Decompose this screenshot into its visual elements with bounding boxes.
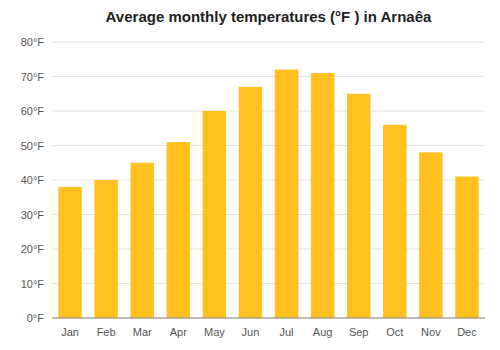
bar [167, 142, 190, 318]
x-tick-label: Jan [61, 326, 79, 338]
x-tick-label: Aug [313, 326, 333, 338]
bar [130, 163, 153, 318]
bar [347, 94, 370, 318]
chart-title: Average monthly temperatures (°F ) in Ar… [106, 8, 432, 25]
y-tick-label: 50°F [21, 140, 45, 152]
bar [275, 70, 298, 318]
x-tick-label: May [204, 326, 225, 338]
bar [383, 125, 406, 318]
x-tick-label: Oct [386, 326, 403, 338]
x-axis: Jan Feb Mar Apr May Jun Jul Aug Sep Oct Nov Dec [61, 326, 477, 338]
x-tick-label: Feb [97, 326, 116, 338]
y-tick-label: 40°F [21, 174, 45, 186]
y-tick-label: 60°F [21, 105, 45, 117]
x-tick-label: Nov [421, 326, 441, 338]
bar [239, 87, 262, 318]
grid-line [52, 42, 485, 43]
chart-container: Average monthly temperatures (°F ) in Ar… [0, 0, 500, 350]
x-axis-line [52, 318, 485, 319]
bar [203, 111, 226, 318]
y-axis: 0°F 10°F 20°F 30°F 40°F 50°F 60°F 70°F 80°F [21, 36, 485, 324]
y-tick-label: 80°F [21, 36, 45, 48]
bar [311, 73, 334, 318]
y-tick-label: 30°F [21, 209, 45, 221]
bar [455, 177, 478, 318]
x-tick-label: Jul [280, 326, 294, 338]
grid-line [52, 318, 485, 319]
bars [58, 70, 478, 318]
chart-svg: Average monthly temperatures (°F ) in Ar… [0, 0, 500, 350]
grid-line [52, 111, 485, 112]
x-tick-label: Jun [242, 326, 260, 338]
x-tick-label: Dec [457, 326, 477, 338]
bar [58, 187, 81, 318]
x-tick-label: Apr [170, 326, 187, 338]
x-tick-label: Mar [133, 326, 152, 338]
y-tick-label: 0°F [27, 312, 45, 324]
bar [94, 180, 117, 318]
y-tick-label: 70°F [21, 71, 45, 83]
y-tick-label: 10°F [21, 278, 45, 290]
bar [419, 152, 442, 318]
grid-line [52, 76, 485, 77]
y-tick-label: 20°F [21, 243, 45, 255]
grid-line [52, 145, 485, 146]
x-tick-label: Sep [349, 326, 369, 338]
